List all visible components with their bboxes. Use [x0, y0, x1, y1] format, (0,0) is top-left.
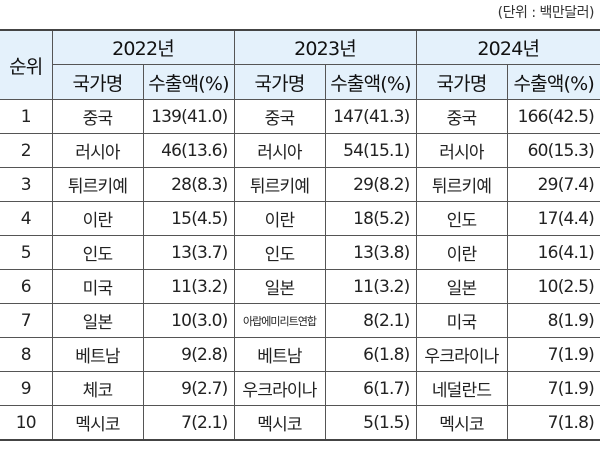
export-value-cell: 17(4.4): [506, 201, 600, 236]
country-cell: 우크라이나: [415, 337, 508, 372]
year-header-2023: 2023년: [233, 29, 417, 65]
export-value-cell: 9(2.8): [142, 337, 235, 372]
export-value-cell: 15(4.5): [142, 201, 235, 236]
country-cell: 미국: [51, 269, 144, 304]
export-value-cell: 13(3.8): [324, 235, 417, 270]
export-value-cell: 10(3.0): [142, 303, 235, 338]
country-cell: 튀르키예: [233, 167, 326, 202]
export-value-cell: 18(5.2): [324, 201, 417, 236]
country-cell: 미국: [415, 303, 508, 338]
export-value-cell: 54(15.1): [324, 133, 417, 168]
country-header-2022: 국가명: [52, 64, 144, 100]
unit-note: (단위 : 백만달러): [497, 5, 595, 21]
export-value-cell: 10(2.5): [506, 269, 600, 304]
rank-header: 순위: [0, 29, 53, 100]
header-row-years: 순위 2022년 2023년 2024년: [0, 29, 600, 100]
export-value-cell: 7(1.9): [506, 371, 600, 406]
rank-cell: 8: [0, 337, 53, 372]
country-cell: 러시아: [415, 133, 508, 168]
country-cell: 중국: [415, 99, 508, 134]
rank-cell: 6: [0, 269, 53, 304]
rank-cell: 1: [0, 99, 53, 134]
table-row: 8 베트남 9(2.8) 베트남 6(1.8) 우크라이나 7(1.9): [0, 337, 600, 372]
table-row: 3 튀르키예 28(8.3) 튀르키예 29(8.2) 튀르키예 29(7.4): [0, 167, 600, 202]
country-cell: 러시아: [51, 133, 144, 168]
country-cell: 러시아: [233, 133, 326, 168]
export-value-cell: 147(41.3): [324, 99, 417, 134]
country-cell: 튀르키예: [51, 167, 144, 202]
export-value-cell: 29(8.2): [324, 167, 417, 202]
country-cell: 아랍에미리트연합: [233, 303, 326, 338]
export-value-cell: 6(1.8): [324, 337, 417, 372]
export-value-cell: 5(1.5): [324, 405, 417, 441]
rank-cell: 10: [0, 405, 53, 441]
export-value-cell: 11(3.2): [324, 269, 417, 304]
country-cell: 튀르키예: [415, 167, 508, 202]
export-ranking-table: 순위 2022년 2023년 2024년 국가명 수출액(%) 국가명 수출액(…: [0, 29, 600, 441]
rank-cell: 3: [0, 167, 53, 202]
country-cell: 일본: [233, 269, 326, 304]
country-header-2024: 국가명: [415, 64, 508, 100]
rank-cell: 5: [0, 235, 53, 270]
table-body: 1 중국 139(41.0) 중국 147(41.3) 중국 166(42.5) 2 러시아 46…: [0, 99, 600, 441]
export-value-cell: 28(8.3): [142, 167, 235, 202]
export-value-cell: 6(1.7): [324, 371, 417, 406]
export-value-cell: 139(41.0): [142, 99, 235, 134]
country-cell: 이란: [233, 201, 326, 236]
table-row: 4 이란 15(4.5) 이란 18(5.2) 인도 17(4.4): [0, 201, 600, 236]
export-value-cell: 166(42.5): [506, 99, 600, 134]
country-cell: 우크라이나: [233, 371, 326, 406]
export-value-cell: 29(7.4): [506, 167, 600, 202]
export-value-cell: 16(4.1): [506, 235, 600, 270]
table-row: 5 인도 13(3.7) 인도 13(3.8) 이란 16(4.1): [0, 235, 600, 270]
table-row: 7 일본 10(3.0) 아랍에미리트연합 8(2.1) 미국 8(1.9): [0, 303, 600, 338]
table-row: 9 체코 9(2.7) 우크라이나 6(1.7) 네덜란드 7(1.9): [0, 371, 600, 406]
rank-cell: 2: [0, 133, 53, 168]
country-cell: 이란: [51, 201, 144, 236]
country-cell: 멕시코: [51, 405, 144, 441]
rank-cell: 4: [0, 201, 53, 236]
export-value-cell: 7(1.9): [506, 337, 600, 372]
export-value-cell: 13(3.7): [142, 235, 235, 270]
country-cell: 네덜란드: [415, 371, 508, 406]
export-value-cell: 8(1.9): [506, 303, 600, 338]
export-value-cell: 8(2.1): [324, 303, 417, 338]
country-cell: 일본: [51, 303, 144, 338]
country-cell: 중국: [233, 99, 326, 134]
country-header-2023: 국가명: [233, 64, 326, 100]
country-cell: 베트남: [51, 337, 144, 372]
export-value-cell: 46(13.6): [142, 133, 235, 168]
table-row: 1 중국 139(41.0) 중국 147(41.3) 중국 166(42.5): [0, 99, 600, 134]
rank-cell: 9: [0, 371, 53, 406]
export-value-cell: 7(2.1): [142, 405, 235, 441]
country-cell: 인도: [415, 201, 508, 236]
table-row: 2 러시아 46(13.6) 러시아 54(15.1) 러시아 60(15.3): [0, 133, 600, 168]
country-cell: 이란: [415, 235, 508, 270]
year-header-2024: 2024년: [415, 29, 600, 65]
year-header-2022: 2022년: [51, 29, 235, 65]
country-cell: 멕시코: [233, 405, 326, 441]
export-header-2024: 수출액(%): [506, 64, 600, 100]
country-cell: 멕시코: [415, 405, 508, 441]
export-header-2022: 수출액(%): [142, 64, 235, 100]
rank-cell: 7: [0, 303, 53, 338]
export-header-2023: 수출액(%): [324, 64, 417, 100]
country-cell: 일본: [415, 269, 508, 304]
country-cell: 인도: [51, 235, 144, 270]
export-value-cell: 11(3.2): [142, 269, 235, 304]
table-row: 10 멕시코 7(2.1) 멕시코 5(1.5) 멕시코 7(1.8): [0, 405, 600, 441]
country-cell: 인도: [233, 235, 326, 270]
header-row-columns: 국가명 수출액(%) 국가명 수출액(%) 국가명 수출액(%): [0, 64, 600, 100]
table-row: 6 미국 11(3.2) 일본 11(3.2) 일본 10(2.5): [0, 269, 600, 304]
country-cell: 베트남: [233, 337, 326, 372]
country-cell: 체코: [51, 371, 144, 406]
export-value-cell: 9(2.7): [142, 371, 235, 406]
export-value-cell: 60(15.3): [506, 133, 600, 168]
export-value-cell: 7(1.8): [506, 405, 600, 441]
country-cell: 중국: [51, 99, 144, 134]
